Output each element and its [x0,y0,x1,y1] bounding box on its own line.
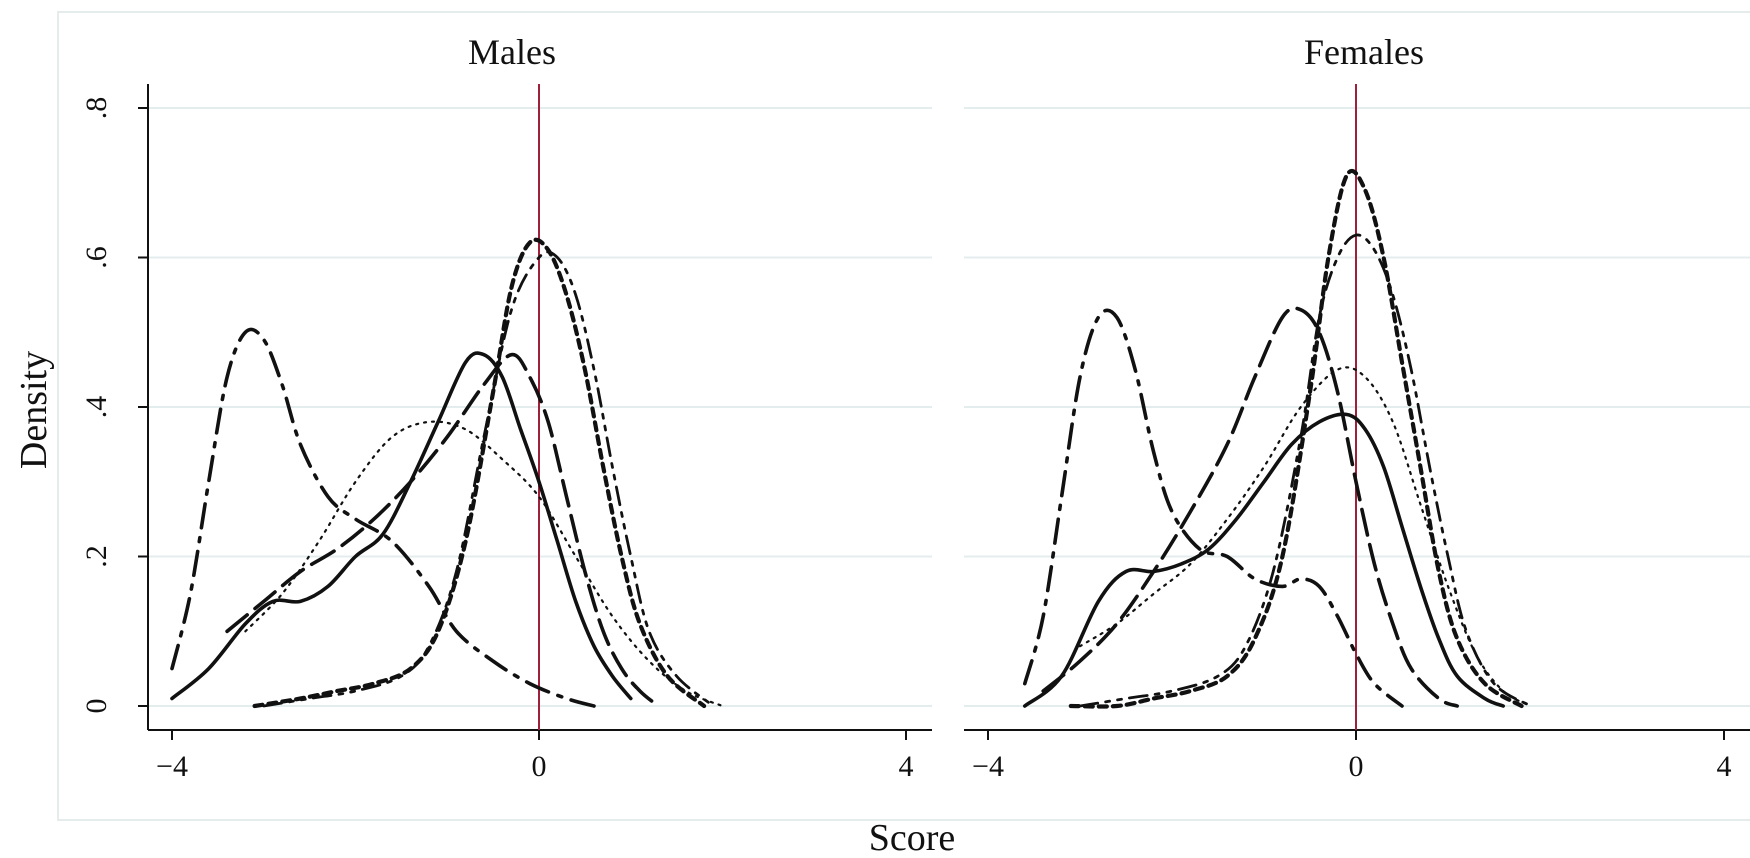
panel-title: Females [1304,32,1424,72]
y-tick-label: 0 [80,699,113,714]
x-tick-label: −4 [156,750,188,783]
x-tick-label: 0 [1349,750,1364,783]
y-tick-label: .8 [80,97,113,120]
density-curve-dashdotdot [262,250,715,708]
panel-title: Males [468,32,556,72]
y-tick-label: .4 [80,396,113,419]
density-curve-dashdot [1023,308,1404,708]
y-tick-label: .2 [80,545,113,568]
panel-males: Males −4 0 4 0 .2 .4 .6 .8 [80,32,932,783]
density-curve-shortdash [1068,168,1524,709]
density-curve-longdash [225,352,661,708]
x-tick-label: 4 [1717,750,1732,783]
density-curve-dashdot [170,327,596,708]
x-tick-label: −4 [972,750,1004,783]
y-tick-label: .6 [80,246,113,269]
density-curve-solid [170,351,633,701]
plot-region-frame [57,11,1750,821]
panel-females: Females −4 0 4 [964,32,1750,783]
density-curve-dotted [1078,366,1532,708]
density-curve-shortdash [252,237,707,709]
density-curve-dashdotdot [1078,233,1533,708]
x-tick-label: 0 [532,750,547,783]
x-axis-label: Score [869,817,956,858]
density-curve-longdash [1041,306,1459,708]
y-axis-label: Density [13,351,55,469]
x-tick-label: 4 [899,750,914,783]
density-curve-dotted [244,420,724,708]
